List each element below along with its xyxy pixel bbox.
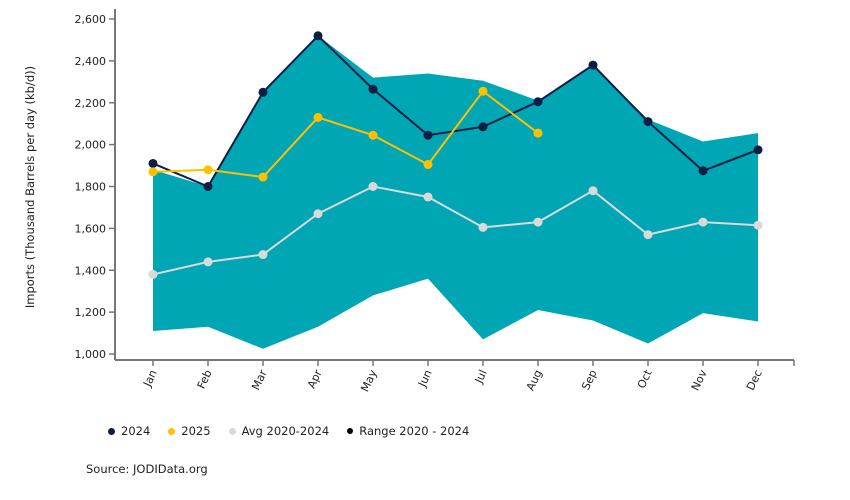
point-avg-2020-2024-mar	[258, 250, 268, 260]
x-tick-label-jul: Jul	[472, 368, 490, 386]
legend-item-2025[interactable]: 2025	[168, 424, 211, 438]
x-tick-label-oct: Oct	[635, 367, 655, 390]
x-tick-label-mar: Mar	[249, 367, 270, 392]
point-2024-sep	[588, 60, 598, 70]
series-line-2024	[152, 34, 759, 188]
point-avg-2020-2024-sep	[588, 186, 598, 196]
x-tick-label-jan: Jan	[140, 368, 159, 390]
x-tick-label-sep: Sep	[579, 368, 600, 392]
legend-label: Avg 2020-2024	[241, 424, 330, 438]
point-avg-2020-2024-jul	[478, 222, 488, 232]
point-avg-2020-2024-oct	[643, 230, 653, 240]
point-2024-nov	[698, 166, 708, 176]
point-2025-may	[368, 130, 378, 140]
point-2024-may	[368, 84, 378, 94]
legend-marker	[168, 427, 176, 435]
y-tick-label: 1,600	[75, 222, 107, 235]
range-area	[153, 35, 758, 349]
point-2024-feb	[203, 182, 213, 191]
point-2025-aug	[533, 128, 543, 138]
series-line-2025	[152, 89, 539, 179]
point-2025-jun	[423, 160, 433, 170]
point-2024-jan	[148, 158, 158, 168]
legend-item-2024[interactable]: 2024	[108, 424, 150, 438]
legend-marker	[347, 428, 354, 434]
x-tick-label-apr: Apr	[305, 367, 325, 390]
y-tick-label: 1,400	[75, 264, 107, 277]
legend-label: 2025	[181, 424, 211, 438]
legend-item-avg[interactable]: Avg 2020-2024	[228, 424, 330, 438]
point-2024-aug	[533, 97, 543, 107]
source-note: Source: JODIData.org	[86, 462, 208, 476]
point-avg-2020-2024-nov	[698, 217, 708, 227]
point-2024-jul	[478, 122, 488, 132]
point-2024-oct	[643, 117, 653, 127]
point-2025-mar	[258, 172, 268, 182]
point-2025-feb	[203, 165, 213, 175]
series-line-avg-2020-2024	[152, 185, 759, 276]
point-2024-jun	[423, 130, 433, 140]
x-tick-label-aug: Aug	[524, 368, 545, 393]
y-tick-label: 2,400	[75, 55, 107, 68]
y-tick-label: 2,600	[75, 13, 107, 26]
y-axis-label: Imports (Thousand Barrels per day (kb/d)…	[23, 66, 37, 308]
chart: 1,000 1,200 1,400 1,600 1,800 2,000 2,200 2,400…	[23, 9, 795, 394]
point-2025-jul	[478, 86, 488, 96]
x-tick-label-nov: Nov	[689, 367, 710, 392]
x-tick-label-feb: Feb	[195, 368, 215, 391]
y-tick-label: 2,000	[75, 139, 107, 152]
point-2024-apr	[313, 31, 323, 41]
point-avg-2020-2024-dec	[753, 220, 763, 230]
point-2024-dec	[753, 145, 763, 155]
legend-marker	[228, 427, 236, 435]
point-avg-2020-2024-apr	[313, 209, 323, 219]
point-2024-mar	[258, 87, 268, 97]
point-avg-2020-2024-jun	[423, 192, 433, 202]
point-avg-2020-2024-aug	[533, 217, 543, 227]
point-2025-jan	[148, 167, 158, 177]
x-tick-label-dec: Dec	[744, 368, 765, 393]
x-tick-label-may: May	[358, 367, 380, 394]
y-tick-label: 2,200	[75, 97, 107, 110]
legend: 2024 2025 Avg 2020-2024 Range 2020 - 202…	[108, 424, 469, 438]
legend-label: 2024	[121, 424, 151, 438]
point-avg-2020-2024-jan	[148, 269, 158, 279]
y-tick-label: 1,800	[75, 181, 107, 194]
y-tick-label: 1,000	[75, 348, 107, 361]
legend-marker	[108, 427, 115, 435]
y-tick-label: 1,200	[75, 306, 107, 319]
point-avg-2020-2024-feb	[203, 257, 213, 267]
legend-label: Range 2020 - 2024	[359, 424, 470, 438]
point-avg-2020-2024-may	[368, 182, 378, 191]
legend-item-range[interactable]: Range 2020 - 2024	[347, 424, 469, 438]
x-tick-label-jun: Jun	[415, 368, 434, 390]
point-2025-apr	[313, 112, 323, 122]
